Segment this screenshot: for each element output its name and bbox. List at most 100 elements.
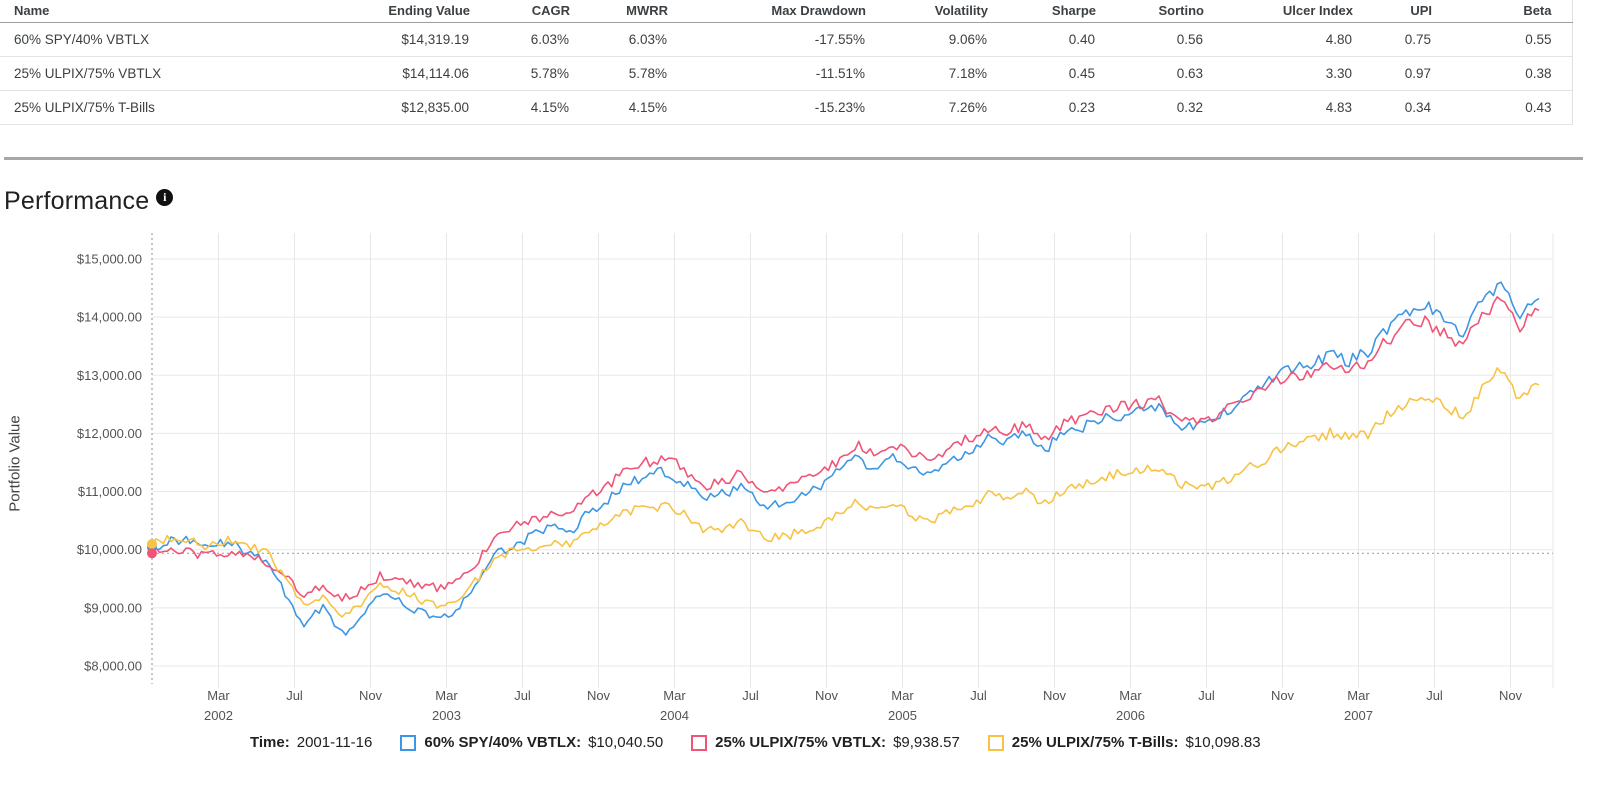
table-header-row: Name Ending Value CAGR MWRR Max Drawdown… xyxy=(0,0,1572,23)
legend-label: 60% SPY/40% VBTLX: xyxy=(424,734,582,751)
x-tick-year: 2003 xyxy=(432,708,461,723)
beta: 0.55 xyxy=(1432,22,1572,57)
cagr: 4.15% xyxy=(470,90,570,125)
portfolio-name: 25% ULPIX/75% T-Bills xyxy=(0,90,356,125)
ulcer-index: 4.80 xyxy=(1204,22,1353,57)
col-header-mwrr: MWRR xyxy=(570,0,668,23)
legend-item-portfolio-2[interactable]: 25% ULPIX/75% VBTLX: $9,938.57 xyxy=(691,734,960,751)
ending-value: $14,319.19 xyxy=(356,22,470,57)
upi: 0.97 xyxy=(1353,56,1432,91)
series-swatch-yellow xyxy=(987,734,1004,751)
series-marker-2 xyxy=(147,548,157,559)
y-tick-label: $14,000.00 xyxy=(77,310,142,325)
x-tick-label: Nov xyxy=(815,688,839,703)
x-tick-label: Mar xyxy=(891,688,914,703)
series-swatch-pink xyxy=(691,734,708,751)
y-tick-label: $10,000.00 xyxy=(77,542,142,557)
info-icon[interactable]: i xyxy=(156,188,174,206)
series-marker-3 xyxy=(147,538,157,549)
sharpe: 0.40 xyxy=(988,22,1096,57)
col-header-upi: UPI xyxy=(1353,0,1432,23)
time-label: Time: xyxy=(250,734,290,751)
x-tick-year: 2002 xyxy=(204,708,233,723)
x-tick-label: Jul xyxy=(514,688,531,703)
x-tick-label: Jul xyxy=(970,688,987,703)
x-tick-label: Jul xyxy=(1198,688,1215,703)
sortino: 0.63 xyxy=(1096,56,1204,91)
col-header-sharpe: Sharpe xyxy=(988,0,1096,23)
plot-area[interactable]: $8,000.00 $9,000.00 $10,000.00 $11,000.00 $1… xyxy=(0,218,1600,772)
col-header-ending-value: Ending Value xyxy=(356,0,470,23)
x-tick-year: 2006 xyxy=(1116,708,1145,723)
x-tick-label: Nov xyxy=(1499,688,1523,703)
table-row: 60% SPY/40% VBTLX $14,319.19 6.03% 6.03%… xyxy=(0,22,1572,57)
col-header-beta: Beta xyxy=(1432,0,1572,23)
x-tick-year: 2004 xyxy=(660,708,689,723)
mwrr: 6.03% xyxy=(570,22,668,57)
x-tick-label: Jul xyxy=(1426,688,1443,703)
x-tick-year: 2005 xyxy=(888,708,917,723)
sortino: 0.32 xyxy=(1096,90,1204,125)
mwrr: 4.15% xyxy=(570,90,668,125)
table-row: 25% ULPIX/75% VBTLX $14,114.06 5.78% 5.7… xyxy=(0,56,1572,91)
legend-item-portfolio-3[interactable]: 25% ULPIX/75% T-Bills: $10,098.83 xyxy=(987,734,1261,751)
beta: 0.43 xyxy=(1432,90,1572,125)
x-tick-year: 2007 xyxy=(1344,708,1373,723)
y-axis-title: Portfolio Value xyxy=(6,415,24,512)
max-drawdown: -17.55% xyxy=(668,22,866,57)
volatility: 7.18% xyxy=(866,56,988,91)
col-header-max-drawdown: Max Drawdown xyxy=(668,0,866,23)
y-tick-label: $12,000.00 xyxy=(77,426,142,441)
col-header-name: Name xyxy=(0,0,356,23)
col-header-sortino: Sortino xyxy=(1096,0,1204,23)
mwrr: 5.78% xyxy=(570,56,668,91)
x-tick-label: Nov xyxy=(1271,688,1295,703)
sharpe: 0.45 xyxy=(988,56,1096,91)
x-tick-label: Mar xyxy=(1347,688,1370,703)
legend-value: $10,040.50 xyxy=(588,734,664,751)
upi: 0.75 xyxy=(1353,22,1432,57)
x-tick-label: Nov xyxy=(587,688,611,703)
ending-value: $14,114.06 xyxy=(356,56,470,91)
legend-label: 25% ULPIX/75% VBTLX: xyxy=(715,734,887,751)
x-tick-label: Nov xyxy=(359,688,383,703)
x-tick-label: Mar xyxy=(207,688,230,703)
legend-label: 25% ULPIX/75% T-Bills: xyxy=(1011,734,1179,751)
y-tick-label: $13,000.00 xyxy=(77,368,142,383)
portfolio-name: 25% ULPIX/75% VBTLX xyxy=(0,56,356,91)
x-tick-label: Nov xyxy=(1043,688,1067,703)
max-drawdown: -11.51% xyxy=(668,56,866,91)
series-line-1 xyxy=(151,281,1540,636)
col-header-volatility: Volatility xyxy=(866,0,988,23)
y-tick-label: $15,000.00 xyxy=(77,252,142,267)
section-divider xyxy=(4,157,1583,160)
x-tick-label: Mar xyxy=(663,688,686,703)
time-value: 2001-11-16 xyxy=(296,734,373,751)
series-line-2 xyxy=(151,296,1540,602)
legend-value: $10,098.83 xyxy=(1185,734,1261,751)
ulcer-index: 4.83 xyxy=(1204,90,1353,125)
cagr: 6.03% xyxy=(470,22,570,57)
col-header-cagr: CAGR xyxy=(470,0,570,23)
upi: 0.34 xyxy=(1353,90,1432,125)
x-tick-label: Mar xyxy=(1119,688,1142,703)
x-tick-label: Jul xyxy=(286,688,303,703)
sortino: 0.56 xyxy=(1096,22,1204,57)
x-tick-label: Jul xyxy=(742,688,759,703)
legend-value: $9,938.57 xyxy=(893,734,960,751)
legend-item-portfolio-1[interactable]: 60% SPY/40% VBTLX: $10,040.50 xyxy=(400,734,663,751)
y-tick-label: $9,000.00 xyxy=(84,600,142,615)
max-drawdown: -15.23% xyxy=(668,90,866,125)
y-tick-label: $11,000.00 xyxy=(78,484,142,499)
legend-time: Time: 2001-11-16 xyxy=(250,734,372,751)
cagr: 5.78% xyxy=(470,56,570,91)
beta: 0.38 xyxy=(1432,56,1572,91)
sharpe: 0.23 xyxy=(988,90,1096,125)
portfolio-name: 60% SPY/40% VBTLX xyxy=(0,22,356,57)
series-swatch-blue xyxy=(400,734,417,751)
page-title: Performance xyxy=(4,186,150,215)
series-line-3 xyxy=(151,367,1540,618)
volatility: 9.06% xyxy=(866,22,988,57)
x-tick-label: Mar xyxy=(435,688,458,703)
metrics-table: Name Ending Value CAGR MWRR Max Drawdown… xyxy=(0,0,1573,125)
